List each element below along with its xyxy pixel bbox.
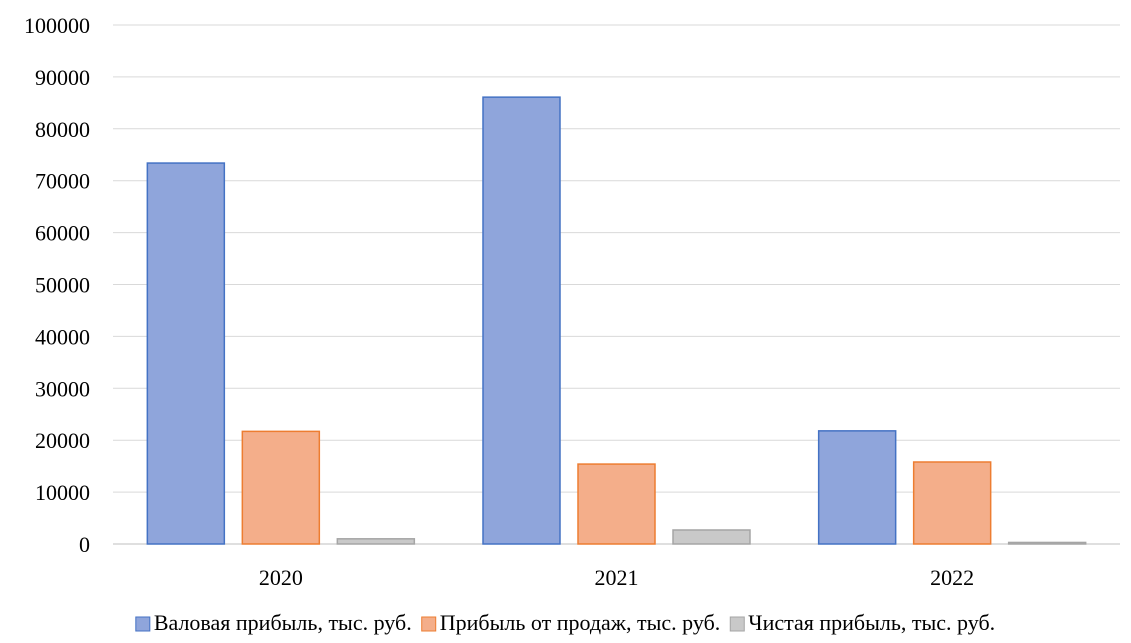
x-category-label: 2020 — [259, 565, 303, 590]
legend-item: Валовая прибыль, тыс. руб. — [135, 610, 412, 635]
bar-2022-series-3 — [1007, 541, 1087, 545]
y-axis-ticks: 0 10000 20000 30000 40000 50000 60000 70000 8000… — [24, 13, 90, 557]
y-tick-label: 100000 — [24, 13, 90, 38]
bar-2020-series-1 — [146, 162, 226, 545]
legend-item: Прибыль от продаж, тыс. руб. — [421, 610, 721, 635]
y-tick-label: 20000 — [35, 428, 90, 453]
x-category-label: 2022 — [930, 565, 974, 590]
legend-swatch — [421, 616, 437, 632]
legend-label: Чистая прибыль, тыс. руб. — [748, 610, 995, 635]
legend-label: Прибыль от продаж, тыс. руб. — [440, 610, 721, 635]
y-tick-label: 90000 — [35, 65, 90, 90]
bar-2021-series-1 — [482, 96, 561, 545]
legend-swatch — [135, 616, 151, 632]
bars — [146, 96, 1087, 545]
legend: Валовая прибыль, тыс. руб. Прибыль от про… — [135, 610, 995, 635]
bar-2022-series-1 — [817, 430, 897, 545]
bar-2021-series-3 — [672, 529, 751, 545]
y-tick-label: 80000 — [35, 117, 90, 142]
bar-2022-series-2 — [912, 461, 992, 545]
y-tick-label: 40000 — [35, 324, 90, 349]
legend-label: Валовая прибыль, тыс. руб. — [154, 610, 412, 635]
x-category-label: 2021 — [595, 565, 639, 590]
legend-swatch — [729, 616, 745, 632]
y-tick-label: 0 — [79, 532, 90, 557]
y-tick-label: 50000 — [35, 273, 90, 298]
bar-2020-series-2 — [241, 430, 321, 545]
x-axis: 2020 2021 2022 — [259, 565, 974, 590]
y-tick-label: 60000 — [35, 221, 90, 246]
y-tick-label: 10000 — [35, 480, 90, 505]
y-tick-label: 70000 — [35, 169, 90, 194]
y-tick-label: 30000 — [35, 376, 90, 401]
bar-2021-series-2 — [577, 463, 656, 545]
legend-item: Чистая прибыль, тыс. руб. — [729, 610, 995, 635]
bar-2020-series-3 — [336, 538, 416, 545]
